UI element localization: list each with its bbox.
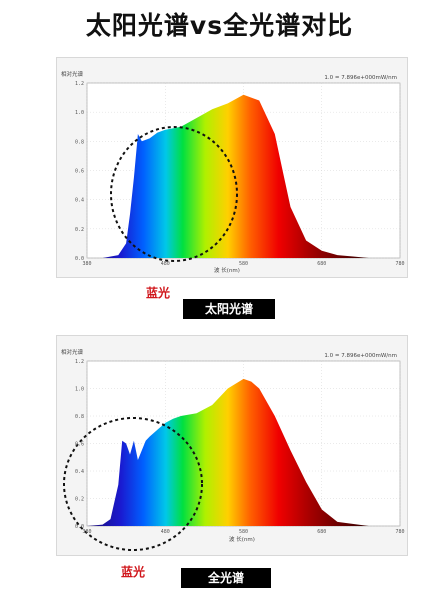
y-axis-label: 相对光谱 <box>61 70 84 78</box>
x-tick-label: 580 <box>239 261 248 267</box>
spectrum-area <box>87 378 369 526</box>
y-tick-label: 0.4 <box>75 198 84 204</box>
formula-label: 1.0 = 7.896e+000mW/nm <box>324 75 397 81</box>
spectrum-area <box>87 94 369 258</box>
sun-spectrum-chart: 相对光谱 1.0 = 7.896e+000mW/nm 波 长(nm) 0.0 0.… <box>56 57 408 278</box>
page-title: 太阳光谱vs全光谱对比 <box>85 11 354 40</box>
y-tick-label: 0.6 <box>75 442 84 448</box>
y-tick-label: 0.0 <box>75 524 84 530</box>
x-tick-label: 680 <box>317 529 326 535</box>
x-tick-label: 780 <box>395 529 404 535</box>
x-tick-label: 580 <box>239 529 248 535</box>
y-tick-label: 0.8 <box>75 139 84 145</box>
x-tick-label: 680 <box>317 261 326 267</box>
x-tick-label: 380 <box>82 529 91 535</box>
y-tick-label: 0.8 <box>75 414 84 420</box>
full-spectrum-tag: 全光谱 <box>181 568 271 588</box>
y-tick-label: 0.6 <box>75 169 84 175</box>
y-tick-label: 0.2 <box>75 227 84 233</box>
x-axis-label: 波 长(nm) <box>214 266 240 274</box>
x-tick-label: 480 <box>161 529 170 535</box>
x-tick-label: 480 <box>161 261 170 267</box>
x-tick-label: 780 <box>395 261 404 267</box>
formula-label: 1.0 = 7.896e+000mW/nm <box>324 353 397 359</box>
full-spectrum-svg: 相对光谱 1.0 = 7.896e+000mW/nm 波 长(nm) 0.0 0.… <box>61 348 405 551</box>
y-axis-label: 相对光谱 <box>61 348 84 356</box>
y-tick-label: 1.2 <box>75 81 84 87</box>
sun-spectrum-svg: 相对光谱 1.0 = 7.896e+000mW/nm 波 长(nm) 0.0 0.… <box>61 70 405 274</box>
y-tick-label: 0.0 <box>75 256 84 262</box>
y-tick-label: 1.2 <box>75 359 84 365</box>
y-tick-label: 0.4 <box>75 469 84 475</box>
sun-spectrum-tag: 太阳光谱 <box>183 299 275 319</box>
blue-light-circle <box>110 126 238 262</box>
blue-light-circle <box>63 417 203 551</box>
blue-light-label: 蓝光 <box>121 565 146 579</box>
full-spectrum-chart: 相对光谱 1.0 = 7.896e+000mW/nm 波 长(nm) 0.0 0.… <box>56 335 408 556</box>
y-tick-label: 1.0 <box>75 387 84 393</box>
x-tick-label: 380 <box>82 261 91 267</box>
y-tick-label: 0.2 <box>75 497 84 503</box>
blue-light-label: 蓝光 <box>146 286 171 300</box>
y-tick-label: 1.0 <box>75 110 84 116</box>
x-axis-label: 波 长(nm) <box>229 535 255 543</box>
